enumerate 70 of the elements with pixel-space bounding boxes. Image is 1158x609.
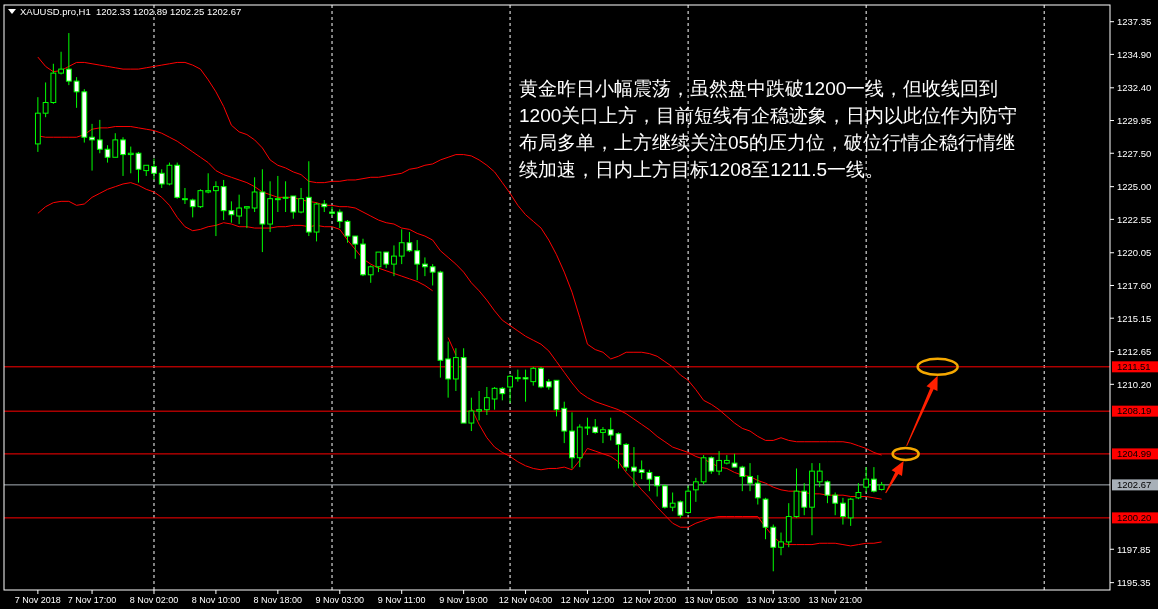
x-tick-label: 9 Nov 19:00 [439,595,488,605]
y-tick-label: 1222.55 [1117,213,1152,225]
candlestick [754,474,761,506]
y-tick-label: 1215.15 [1117,312,1152,324]
candlestick [871,466,877,493]
annotation: 1200关口上方，目前短线有企稳迹象，日内以此位作为防守 [519,105,1018,126]
candlestick [840,497,846,526]
candlestick [414,239,421,281]
y-tick-label: 1212.65 [1117,345,1152,357]
candlestick [483,386,490,416]
x-tick-label: 12 Nov 20:00 [622,595,677,605]
candlestick [507,374,513,404]
candlestick [716,450,722,476]
x-tick-label: 9 Nov 11:00 [377,595,426,605]
annotation: 黄金昨日小幅震荡，虽然盘中跌破1200一线，但收线回到 [519,78,999,99]
y-tick-label: 1210.20 [1117,378,1152,390]
candlestick [120,136,126,177]
candlestick [445,341,452,399]
ref-line-label: 1202.67 [1117,479,1152,491]
candlestick [685,485,692,515]
candlestick [778,532,784,556]
x-tick-label: 12 Nov 12:00 [560,595,615,605]
candlestick [863,466,870,493]
ref-line-label: 1211.51 [1117,361,1151,373]
candlestick [274,175,281,213]
x-tick-label: 7 Nov 17:00 [67,595,117,605]
annotation: 布局多单，上方继续关注05的压力位，破位行情企稳行情继 [519,132,1016,153]
candlestick [89,123,95,172]
candlestick [654,475,661,498]
candlestick [747,462,753,492]
x-tick-label: 13 Nov 21:00 [808,595,862,605]
y-tick-label: 1197.85 [1117,543,1151,555]
candlestick [847,497,854,527]
x-tick-label: 8 Nov 18:00 [253,595,303,605]
y-tick-label: 1220.05 [1117,247,1152,259]
x-tick-label: 9 Nov 03:00 [315,595,365,605]
x-tick-label: 13 Nov 13:00 [746,595,801,605]
candlestick [623,442,630,472]
candlestick [692,477,699,503]
candlestick [298,187,304,214]
candlestick [243,206,250,229]
x-tick-label: 8 Nov 02:00 [129,595,179,605]
candlestick [213,180,219,237]
y-tick-label: 1225.00 [1117,180,1152,192]
candlestick [182,187,188,205]
chart-title: XAUUSD.pro,H1 1202.33 1202.89 1202.25 1202.67 [20,6,242,17]
candlestick [391,244,397,277]
annotation: 续加速，日内上方目标1208至1211.5一线。 [519,159,884,180]
candlestick [452,347,459,392]
candlestick [600,426,606,444]
y-tick-label: 1237.35 [1117,16,1152,28]
candlestick [476,390,483,421]
ref-line-label: 1204.99 [1117,448,1152,460]
y-tick-label: 1229.95 [1117,114,1152,126]
candlestick [422,256,428,277]
ref-line-label: 1200.20 [1117,512,1152,524]
y-tick-label: 1195.35 [1117,576,1151,588]
y-tick-label: 1234.90 [1117,48,1152,60]
candlestick [661,483,668,510]
candlestick [236,194,243,225]
x-tick-label: 13 Nov 05:00 [684,595,739,605]
y-tick-label: 1232.40 [1117,82,1152,94]
candlestick [65,32,72,86]
y-tick-label: 1217.60 [1117,279,1152,291]
ref-line-label: 1208.19 [1117,405,1152,417]
candlestick [631,446,637,488]
x-tick-label: 12 Nov 04:00 [498,595,553,605]
x-tick-label: 7 Nov 2018 [14,595,61,605]
y-tick-label: 1227.50 [1117,147,1152,159]
x-tick-label: 8 Nov 10:00 [191,595,241,605]
